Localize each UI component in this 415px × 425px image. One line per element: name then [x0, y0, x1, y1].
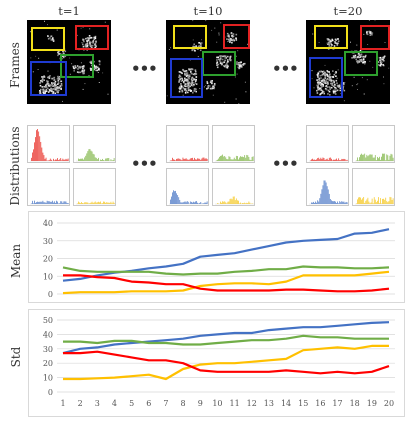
- green-region-box: [202, 51, 236, 76]
- green-region-box: [60, 54, 94, 78]
- std-chart-panel: 0 10 20 30 40 50 1 2 3 4 5 6 7 8 9 10 11 12 13 14 15 16 17 18 19…: [28, 309, 405, 417]
- x-tick-label: 10: [212, 399, 222, 408]
- y-tick-label: 10: [43, 374, 53, 383]
- hist-t10-green: [212, 125, 255, 163]
- frame-t1: [27, 20, 111, 104]
- blue-region-box: [30, 61, 67, 96]
- time-label-t20: t=20: [333, 4, 363, 18]
- y-tick-label: 20: [43, 255, 53, 264]
- y-tick-label: 20: [43, 359, 53, 368]
- frame-t20-noise: [311, 20, 390, 102]
- hist-t1-red: [27, 125, 70, 163]
- hist-t20-green: [352, 125, 395, 163]
- ellipsis-2: •••: [272, 60, 299, 78]
- x-tick-label: 3: [95, 399, 100, 408]
- y-tick-label: 50: [43, 316, 53, 325]
- row-label-std: Std: [9, 346, 23, 368]
- x-tick-label: 18: [350, 399, 360, 408]
- x-tick-label: 12: [247, 399, 257, 408]
- x-tick-label: 4: [112, 399, 117, 408]
- x-tick-label: 2: [78, 399, 83, 408]
- series-line-1: [63, 334, 389, 346]
- red-region-box: [360, 25, 390, 50]
- hist-t20-yellow: [352, 168, 395, 206]
- yellow-region-box: [173, 25, 207, 49]
- x-tick-label: 11: [229, 399, 239, 408]
- x-tick-label: 14: [281, 399, 291, 408]
- ellipsis-3: •••: [131, 155, 158, 173]
- x-tick-label: 19: [367, 399, 377, 408]
- frame-t10: [166, 20, 250, 104]
- x-tick-label: 9: [198, 399, 203, 408]
- x-tick-label: 20: [384, 399, 394, 408]
- blue-region-box: [170, 58, 203, 98]
- hist-t1-yellow: [73, 168, 116, 206]
- hist-t10-blue: [166, 168, 209, 206]
- row-label-mean: Mean: [9, 243, 23, 279]
- y-tick-label: 40: [43, 219, 53, 228]
- hist-t10-yellow: [212, 168, 255, 206]
- series-line-0: [62, 321, 390, 355]
- y-tick-label: 30: [43, 345, 53, 354]
- red-region-box: [223, 24, 250, 49]
- ellipsis-1: •••: [131, 60, 158, 78]
- mean-chart-panel: 0 10 20 30 40: [28, 211, 405, 303]
- hist-t20-blue: [306, 168, 349, 206]
- y-tick-label: 40: [43, 330, 53, 339]
- x-tick-label: 13: [264, 399, 274, 408]
- hist-t20-red: [306, 125, 349, 163]
- x-tick-label: 6: [146, 399, 151, 408]
- series-line-1: [62, 265, 390, 276]
- yellow-region-box: [314, 25, 348, 49]
- yellow-region-box: [31, 27, 65, 51]
- x-tick-label: 8: [181, 399, 186, 408]
- hist-t10-red: [166, 125, 209, 163]
- time-label-t1: t=1: [58, 4, 80, 18]
- x-tick-label: 17: [332, 399, 342, 408]
- series-line-2: [62, 270, 390, 295]
- blue-region-box: [309, 57, 343, 98]
- series-line-3: [63, 274, 390, 293]
- y-tick-label: 0: [48, 388, 53, 397]
- red-region-box: [75, 25, 109, 50]
- frame-t20: [306, 20, 390, 104]
- hist-t1-blue: [27, 168, 70, 206]
- hist-t1-green: [73, 125, 116, 163]
- time-label-t10: t=10: [193, 4, 223, 18]
- y-tick-label: 30: [43, 237, 53, 246]
- row-label-frames: Frames: [8, 42, 22, 88]
- series-line-2: [63, 344, 389, 381]
- x-tick-label: 16: [315, 399, 325, 408]
- green-region-box: [344, 51, 378, 76]
- row-label-distributions: Distributions: [8, 126, 22, 206]
- y-tick-label: 0: [48, 290, 53, 299]
- x-tick-label: 1: [60, 399, 65, 408]
- series-line-3: [63, 350, 390, 375]
- y-tick-label: 10: [43, 272, 53, 281]
- x-tick-label: 7: [163, 399, 168, 408]
- ellipsis-4: •••: [272, 155, 299, 173]
- x-tick-label: 5: [129, 399, 134, 408]
- x-tick-label: 15: [298, 399, 308, 408]
- mean-chart: 0 10 20 30 40: [43, 219, 395, 299]
